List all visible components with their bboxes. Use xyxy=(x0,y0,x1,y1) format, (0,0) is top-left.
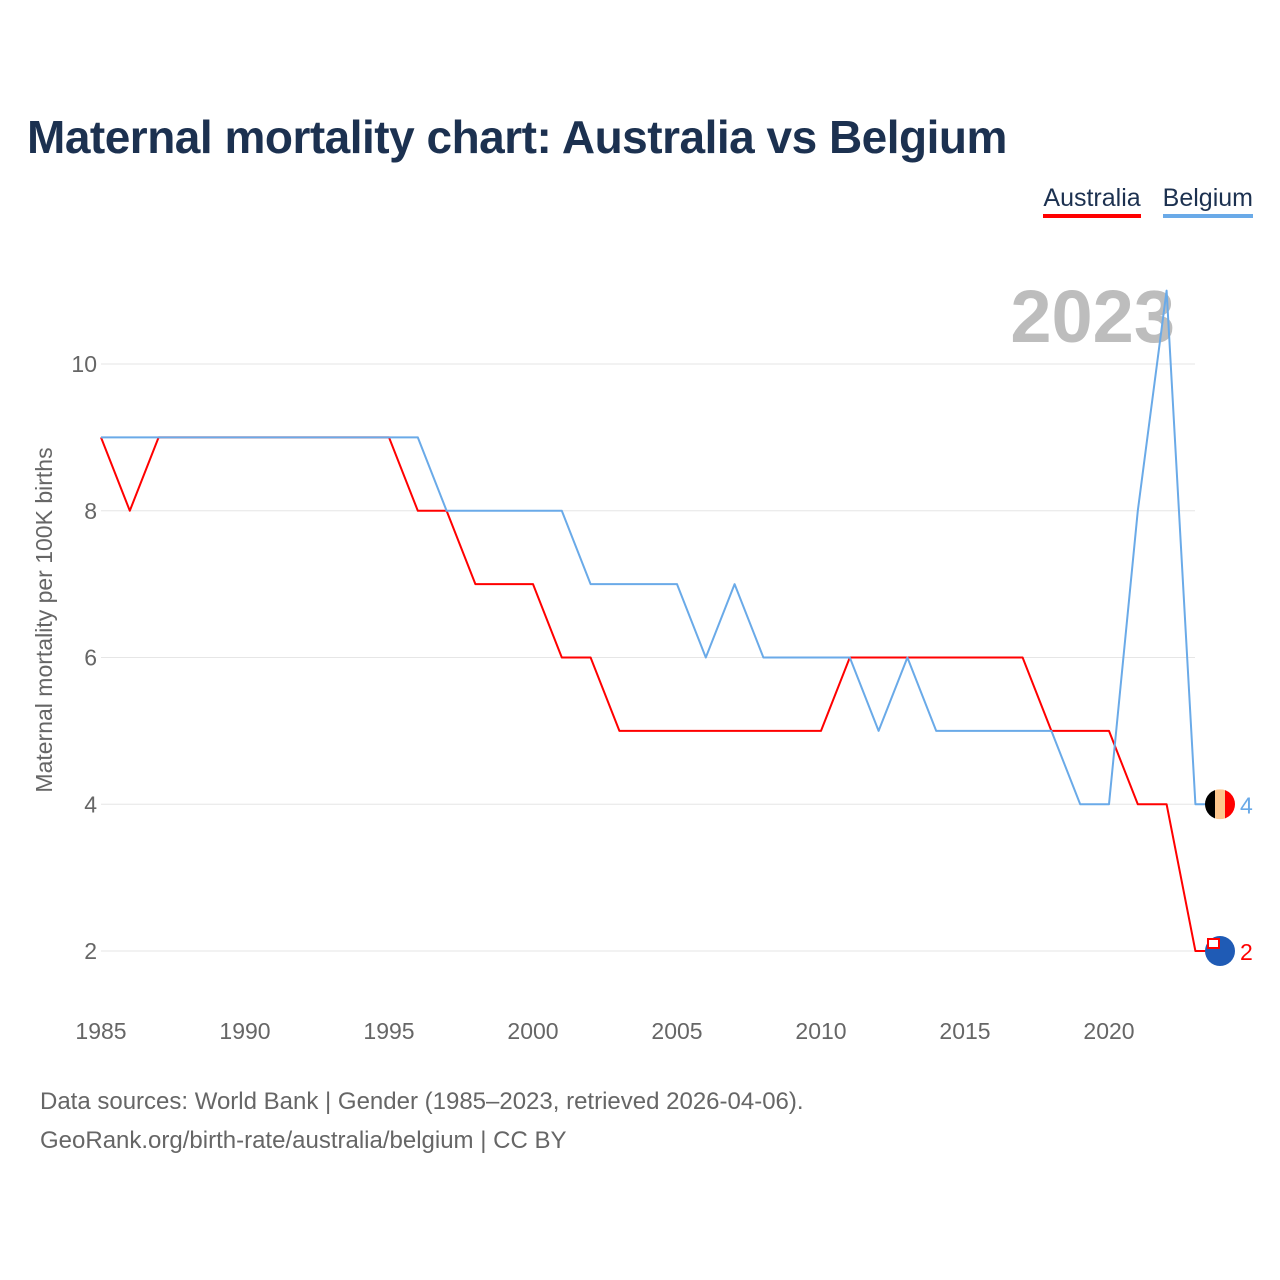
series-line-belgium xyxy=(101,289,1208,806)
chart-title: Maternal mortality chart: Australia vs B… xyxy=(27,111,1007,163)
x-tick-label: 2010 xyxy=(795,1018,846,1044)
source-note: Data sources: World Bank | Gender (1985–… xyxy=(40,1088,804,1115)
series-line-australia xyxy=(100,436,1208,952)
x-tick-label: 1990 xyxy=(219,1018,270,1044)
y-tick-label: 8 xyxy=(84,498,97,524)
source-link[interactable]: GeoRank.org/birth-rate/australia/belgium… xyxy=(40,1127,567,1154)
y-tick-label: 6 xyxy=(84,645,97,671)
belgium-flag-icon xyxy=(1205,789,1235,820)
x-tick-label: 2000 xyxy=(507,1018,558,1044)
x-tick-label: 1995 xyxy=(363,1018,414,1044)
y-tick-label: 2 xyxy=(84,938,97,964)
y-tick-label: 10 xyxy=(71,351,97,377)
end-value-label-australia: 2 xyxy=(1240,939,1253,965)
y-tick-label: 4 xyxy=(84,791,97,817)
end-value-label-belgium: 4 xyxy=(1240,792,1253,818)
legend-australia[interactable]: Australia xyxy=(1043,184,1141,218)
x-tick-label: 1985 xyxy=(75,1018,126,1044)
year-annotation: 2023 xyxy=(1010,275,1175,358)
flag-union-jack xyxy=(1207,938,1220,949)
x-tick-label: 2005 xyxy=(651,1018,702,1044)
legend: Australia Belgium xyxy=(1043,184,1253,218)
x-tick-label: 2015 xyxy=(939,1018,990,1044)
x-tick-label: 2020 xyxy=(1083,1018,1134,1044)
y-axis-label: Maternal mortality per 100K births xyxy=(31,447,57,792)
legend-belgium[interactable]: Belgium xyxy=(1162,184,1253,218)
